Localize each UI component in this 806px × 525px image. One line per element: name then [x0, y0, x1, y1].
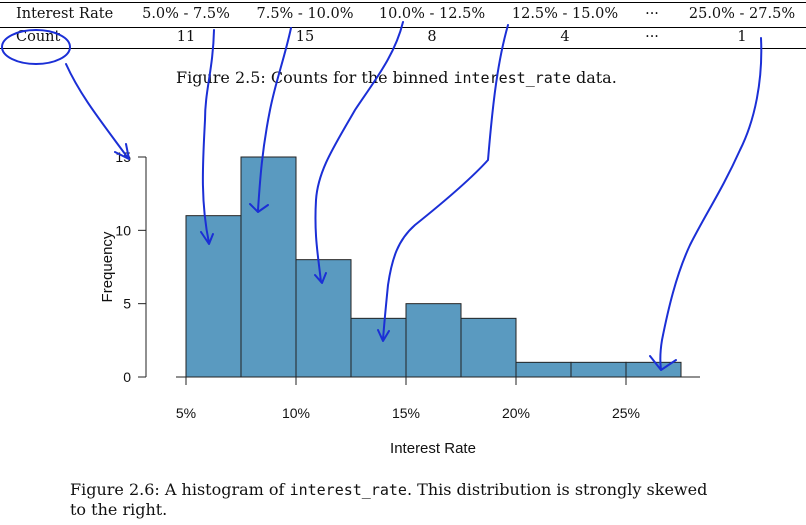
table-top-rule — [0, 2, 806, 3]
y-tick-label: 5 — [123, 296, 131, 312]
x-tick-label: 10% — [282, 405, 310, 421]
figure-2-6-caption-line-2: to the right. — [70, 500, 168, 519]
table-bin-label: 5.0% - 7.5% — [142, 6, 230, 22]
histogram-bar — [460, 317, 517, 378]
y-tick-label: 10 — [115, 222, 131, 238]
histogram-bar — [515, 361, 572, 378]
table-count: 11 — [176, 29, 196, 45]
caption-text: data. — [570, 68, 617, 87]
histogram-bar — [570, 361, 627, 378]
table-bin-ellipsis: ··· — [645, 6, 659, 22]
histogram-bar — [185, 215, 242, 378]
x-tick-label: 15% — [392, 405, 420, 421]
table-bin-label: 25.0% - 27.5% — [688, 6, 796, 22]
table-bin-label: 10.0% - 12.5% — [378, 6, 486, 22]
table-count: 15 — [295, 29, 315, 45]
histogram-bar — [295, 259, 352, 378]
histogram-bar — [350, 317, 407, 378]
table-count: 4 — [560, 29, 570, 45]
y-tick-label: 15 — [115, 149, 131, 165]
x-axis-label: Interest Rate — [390, 440, 476, 457]
caption-code: interest_rate — [289, 481, 407, 499]
x-tick-label: 20% — [502, 405, 530, 421]
caption-text: Figure 2.6: A histogram of — [70, 480, 290, 499]
table-bin-label: 12.5% - 15.0% — [511, 6, 619, 22]
y-tick-label: 0 — [123, 369, 131, 385]
table-bin-label: 7.5% - 10.0% — [256, 6, 354, 22]
histogram-bar — [625, 361, 682, 378]
x-tick-label: 25% — [612, 405, 640, 421]
x-tick-label: 5% — [176, 405, 196, 421]
histogram-bar — [240, 156, 297, 378]
y-axis-label: Frequency — [99, 231, 116, 302]
histogram-bar — [405, 303, 462, 378]
interest-rate-histogram: 5% 10% 15% 20% 25% 0 5 10 15 Interest Rate Frequen… — [99, 149, 700, 457]
figure-2-6-caption: Figure 2.6: A histogram of interest_rate… — [70, 480, 707, 499]
table-row-header-interest-rate: Interest Rate — [16, 6, 114, 22]
caption-text: . This distribution is strongly skewed — [406, 480, 708, 499]
